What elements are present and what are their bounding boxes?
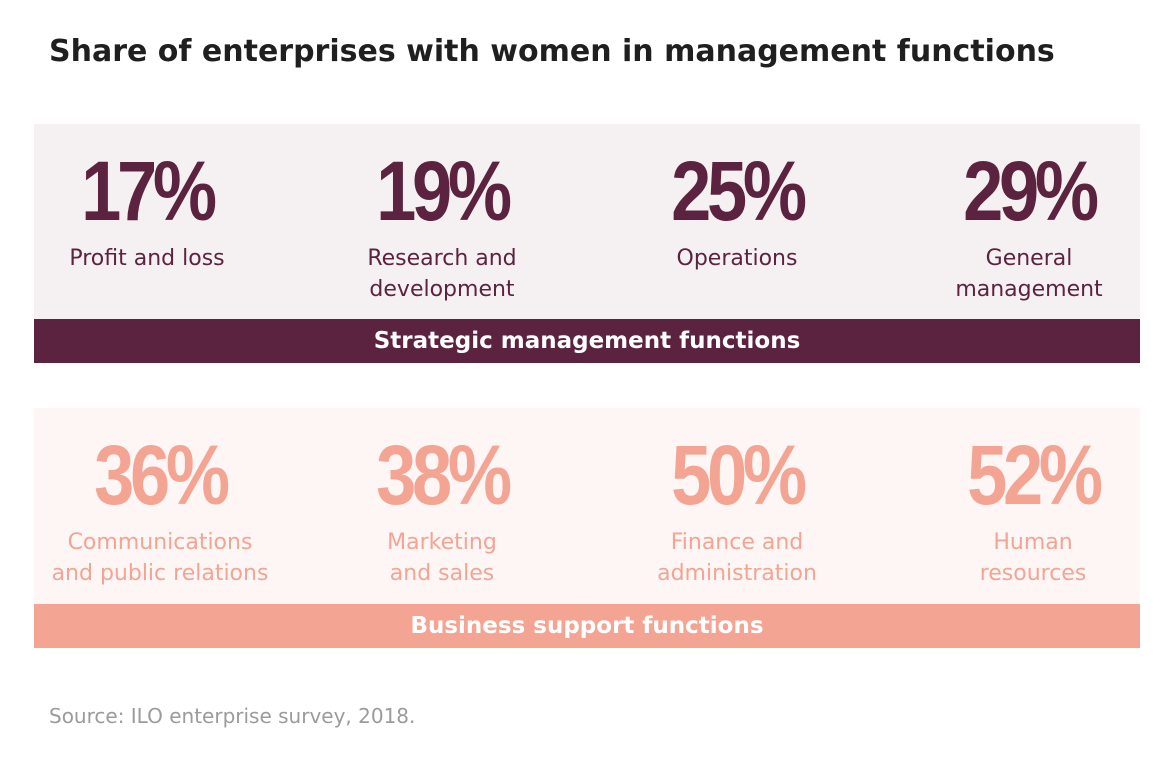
stat-value: 17%: [81, 144, 217, 238]
stat-label: Profit and loss: [22, 243, 272, 274]
stat-label: Finance and administration: [612, 527, 862, 589]
stat-label: Human resources: [908, 527, 1158, 589]
stat-research-and-development: 19% Research and development: [317, 149, 567, 305]
stat-label-line: Communications: [67, 530, 253, 555]
stat-value: 52%: [967, 428, 1103, 522]
stat-label-line: Profit and loss: [69, 246, 225, 271]
support-panel: [34, 408, 1140, 604]
stat-profit-and-loss: 17% Profit and loss: [22, 149, 272, 274]
stat-label: Operations: [612, 243, 862, 274]
stat-value: 19%: [376, 144, 512, 238]
source-note: Source: ILO enterprise survey, 2018.: [49, 704, 416, 728]
stat-value: 38%: [376, 428, 512, 522]
stat-value: 29%: [963, 144, 1099, 238]
stat-label-line: resources: [979, 561, 1087, 586]
stat-label-line: development: [369, 277, 515, 302]
strategic-band: Strategic management functions: [34, 319, 1140, 363]
stat-label-line: Research and: [367, 246, 517, 271]
stat-label-line: administration: [657, 561, 817, 586]
stat-label: Marketing and sales: [317, 527, 567, 589]
stat-label-line: Finance and: [670, 530, 804, 555]
stat-label-line: Marketing: [387, 530, 497, 555]
strategic-panel: [34, 124, 1140, 319]
stat-value: 25%: [671, 144, 807, 238]
stat-finance-and-administration: 50% Finance and administration: [612, 433, 862, 589]
stat-label-line: and public relations: [51, 561, 269, 586]
stat-label-line: management: [955, 277, 1103, 302]
stat-operations: 25% Operations: [612, 149, 862, 274]
support-band: Business support functions: [34, 604, 1140, 648]
stat-communications: 36% Communications and public relations: [35, 433, 285, 589]
stat-label: Communications and public relations: [35, 527, 285, 589]
stat-label: General management: [904, 243, 1154, 305]
stat-marketing-and-sales: 38% Marketing and sales: [317, 433, 567, 589]
stat-general-management: 29% General management: [904, 149, 1154, 305]
stat-label-line: and sales: [389, 561, 495, 586]
stat-value: 36%: [94, 428, 230, 522]
stat-label-line: Operations: [676, 246, 798, 271]
stat-label: Research and development: [317, 243, 567, 305]
stat-value: 50%: [671, 428, 807, 522]
stat-label-line: General: [985, 246, 1073, 271]
stat-label-line: Human: [993, 530, 1073, 555]
page-title: Share of enterprises with women in manag…: [49, 34, 1055, 69]
stat-human-resources: 52% Human resources: [908, 433, 1158, 589]
